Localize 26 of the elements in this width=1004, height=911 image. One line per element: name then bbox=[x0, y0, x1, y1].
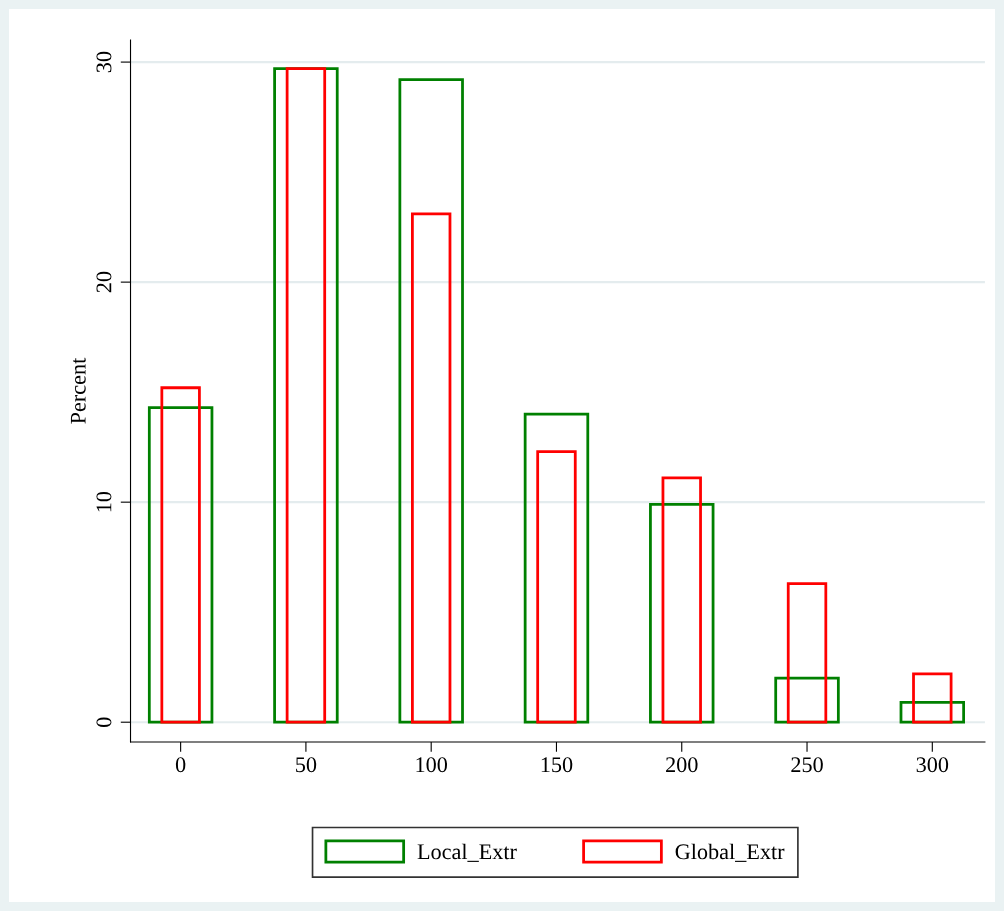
bar bbox=[273, 67, 339, 724]
x-tick-label: 100 bbox=[416, 757, 448, 773]
bar bbox=[398, 78, 464, 724]
bar bbox=[285, 67, 327, 724]
x-tick-label: 300 bbox=[916, 757, 949, 773]
y-tick-label: 20 bbox=[96, 271, 112, 293]
bar bbox=[160, 386, 201, 724]
x-tick-label: 150 bbox=[541, 757, 573, 773]
legend-label: Global_Extr bbox=[675, 843, 785, 862]
legend-label: Local_Extr bbox=[417, 843, 517, 862]
bar bbox=[912, 672, 953, 724]
bar bbox=[523, 412, 590, 724]
bar bbox=[147, 406, 214, 724]
x-tick-label: 50 bbox=[296, 757, 317, 773]
y-tick-label: 30 bbox=[96, 51, 112, 73]
bar bbox=[786, 582, 828, 724]
x-tick-label: 250 bbox=[791, 757, 823, 773]
bar bbox=[661, 476, 702, 724]
bar bbox=[411, 212, 452, 724]
y-tick-label: 0 bbox=[96, 717, 112, 727]
y-tick-label: 10 bbox=[96, 491, 112, 512]
y-axis-title: Percent bbox=[70, 357, 86, 424]
bar bbox=[536, 450, 577, 724]
x-tick-label: 200 bbox=[666, 757, 698, 773]
bar bbox=[649, 502, 715, 724]
x-tick-label: 0 bbox=[175, 757, 186, 773]
